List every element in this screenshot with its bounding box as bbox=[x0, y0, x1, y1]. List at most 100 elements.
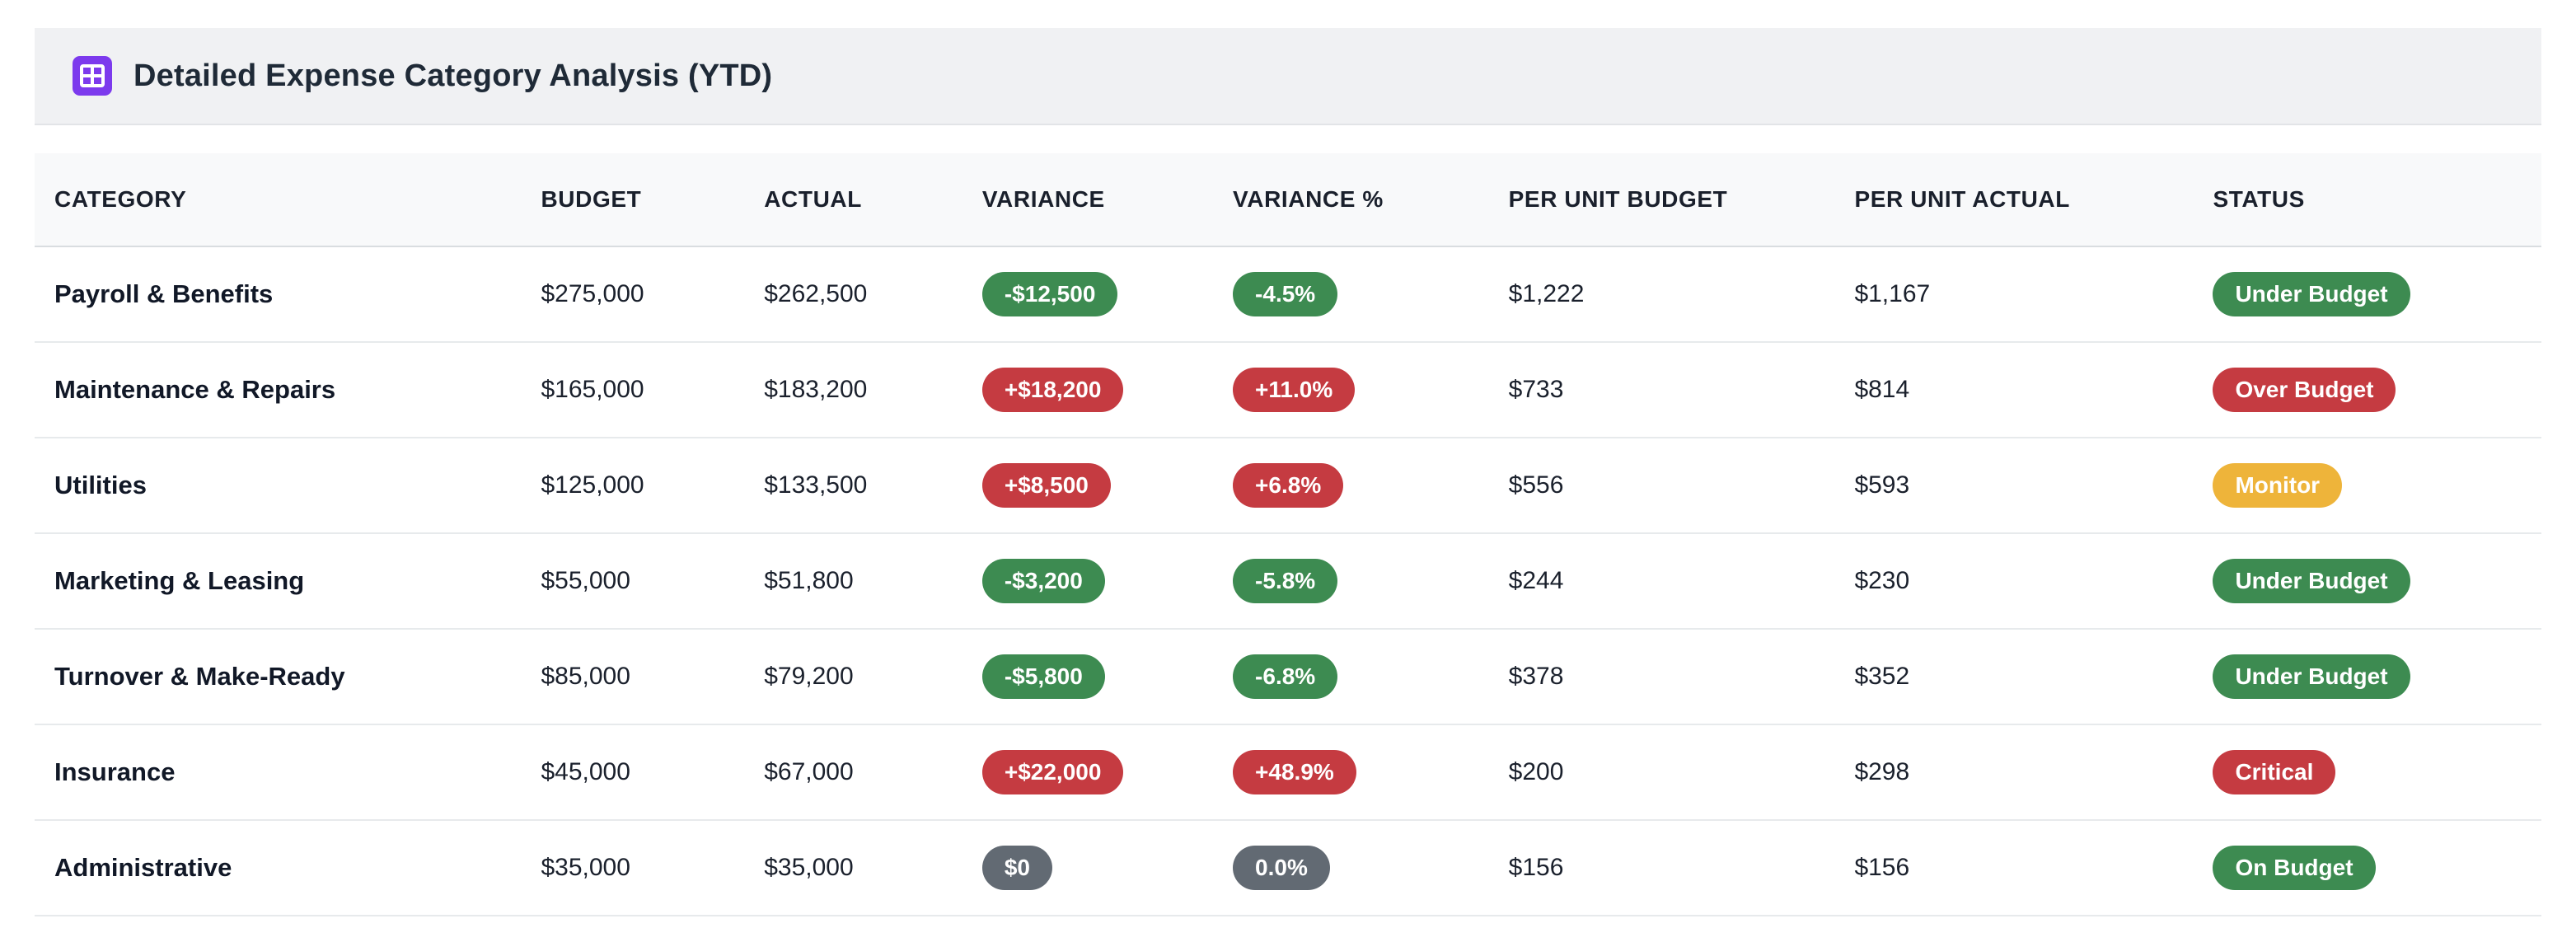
variance-pct-cell: +48.9% bbox=[1233, 724, 1509, 821]
page-title: Detailed Expense Category Analysis (YTD) bbox=[133, 58, 773, 93]
variance-badge: +$22,000 bbox=[981, 750, 1124, 794]
variance-cell: +$27,200 bbox=[981, 916, 1234, 928]
per-unit-budget-cell: $200 bbox=[1508, 724, 1855, 821]
col-header-budget: Budget bbox=[541, 153, 765, 247]
variance-pct-badge: +48.9% bbox=[1233, 750, 1356, 794]
per-unit-budget-cell: $156 bbox=[1508, 820, 1855, 916]
status-cell: Under Budget bbox=[2213, 629, 2541, 725]
per-unit-budget-cell: $556 bbox=[1508, 438, 1855, 534]
per-unit-actual-cell: $352 bbox=[1854, 629, 2213, 725]
category-cell: Turnover & Make-Ready bbox=[35, 629, 541, 725]
per-unit-budget-cell: $3,489 bbox=[1508, 916, 1855, 928]
per-unit-budget-cell: $733 bbox=[1508, 342, 1855, 438]
status-cell: Over Budget bbox=[2213, 342, 2541, 438]
table-row: Utilities $125,000 $133,500 +$8,500 +6.8… bbox=[35, 438, 2541, 534]
variance-cell: +$18,200 bbox=[981, 342, 1234, 438]
per-unit-actual-cell: $814 bbox=[1854, 342, 2213, 438]
category-cell: Payroll & Benefits bbox=[35, 246, 541, 343]
actual-cell: $133,500 bbox=[764, 438, 982, 534]
status-cell: Under Budget bbox=[2213, 246, 2541, 343]
actual-cell: $51,800 bbox=[764, 533, 982, 630]
category-cell: Administrative bbox=[35, 820, 541, 916]
variance-pct-cell: +11.0% bbox=[1233, 342, 1509, 438]
per-unit-actual-cell: $230 bbox=[1854, 533, 2213, 630]
per-unit-budget-cell: $244 bbox=[1508, 533, 1855, 630]
status-badge: Monitor bbox=[2213, 463, 2343, 508]
status-badge: Under Budget bbox=[2213, 559, 2410, 603]
per-unit-actual-cell: $156 bbox=[1854, 820, 2213, 916]
card-header: Detailed Expense Category Analysis (YTD) bbox=[35, 28, 2541, 125]
variance-pct-cell: -6.8% bbox=[1233, 629, 1509, 725]
per-unit-budget-cell: $378 bbox=[1508, 629, 1855, 725]
variance-cell: -$3,200 bbox=[981, 533, 1234, 630]
col-header-actual: Actual bbox=[764, 153, 982, 247]
budget-cell: $165,000 bbox=[541, 342, 765, 438]
variance-pct-cell: +6.8% bbox=[1233, 438, 1509, 534]
budget-cell: $125,000 bbox=[541, 438, 765, 534]
status-cell: On Budget bbox=[2213, 820, 2541, 916]
col-header-per-unit-actual: Per Unit Actual bbox=[1854, 153, 2213, 247]
budget-cell: $85,000 bbox=[541, 629, 765, 725]
variance-pct-cell: 3.5% bbox=[1233, 916, 1509, 928]
variance-pct-badge: +6.8% bbox=[1233, 463, 1344, 508]
status-cell: - bbox=[2213, 916, 2541, 928]
table-header-row: Category Budget Actual Variance Variance… bbox=[35, 153, 2541, 247]
variance-cell: +$22,000 bbox=[981, 724, 1234, 821]
variance-pct-badge: 0.0% bbox=[1233, 846, 1330, 890]
table-row: Marketing & Leasing $55,000 $51,800 -$3,… bbox=[35, 533, 2541, 630]
col-header-variance-pct: Variance % bbox=[1233, 153, 1509, 247]
table-row: Insurance $45,000 $67,000 +$22,000 +48.9… bbox=[35, 724, 2541, 821]
status-badge: Over Budget bbox=[2213, 368, 2396, 412]
variance-pct-badge: +11.0% bbox=[1233, 368, 1356, 412]
budget-cell: $45,000 bbox=[541, 724, 765, 821]
variance-pct-cell: -5.8% bbox=[1233, 533, 1509, 630]
variance-badge: -$3,200 bbox=[981, 559, 1105, 603]
status-badge: Under Budget bbox=[2213, 272, 2410, 316]
budget-cell: $55,000 bbox=[541, 533, 765, 630]
col-header-variance: Variance bbox=[981, 153, 1234, 247]
status-badge: On Budget bbox=[2213, 846, 2376, 890]
per-unit-actual-cell: $1,167 bbox=[1854, 246, 2213, 343]
per-unit-actual-cell: $298 bbox=[1854, 724, 2213, 821]
budget-cell: $275,000 bbox=[541, 246, 765, 343]
actual-cell: $79,200 bbox=[764, 629, 982, 725]
table-icon bbox=[73, 56, 112, 96]
variance-badge: $0 bbox=[981, 846, 1053, 890]
col-header-per-unit-budget: Per Unit Budget bbox=[1508, 153, 1855, 247]
category-cell: Marketing & Leasing bbox=[35, 533, 541, 630]
status-badge: Critical bbox=[2213, 750, 2336, 794]
category-cell: Utilities bbox=[35, 438, 541, 534]
variance-cell: -$5,800 bbox=[981, 629, 1234, 725]
table-row: Payroll & Benefits $275,000 $262,500 -$1… bbox=[35, 246, 2541, 343]
per-unit-budget-cell: $1,222 bbox=[1508, 246, 1855, 343]
variance-cell: +$8,500 bbox=[981, 438, 1234, 534]
expense-table: Category Budget Actual Variance Variance… bbox=[35, 153, 2541, 928]
variance-pct-cell: -4.5% bbox=[1233, 246, 1509, 343]
variance-pct-badge: -4.5% bbox=[1233, 272, 1338, 316]
category-cell: Maintenance & Repairs bbox=[35, 342, 541, 438]
per-unit-actual-cell: $3,610 bbox=[1854, 916, 2213, 928]
actual-cell: $35,000 bbox=[764, 820, 982, 916]
variance-pct-badge: -5.8% bbox=[1233, 559, 1338, 603]
status-badge: Under Budget bbox=[2213, 654, 2410, 699]
variance-cell: $0 bbox=[981, 820, 1234, 916]
variance-badge: -$12,500 bbox=[981, 272, 1118, 316]
variance-badge: +$8,500 bbox=[981, 463, 1111, 508]
col-header-category: Category bbox=[35, 153, 541, 247]
category-cell: Insurance bbox=[35, 724, 541, 821]
variance-pct-badge: -6.8% bbox=[1233, 654, 1338, 699]
per-unit-actual-cell: $593 bbox=[1854, 438, 2213, 534]
total-row: Total Operating Expenses $785,000 $812,2… bbox=[35, 916, 2541, 928]
budget-cell: $35,000 bbox=[541, 820, 765, 916]
status-cell: Under Budget bbox=[2213, 533, 2541, 630]
col-header-status: Status bbox=[2213, 153, 2541, 247]
actual-cell: $183,200 bbox=[764, 342, 982, 438]
table-row: Turnover & Make-Ready $85,000 $79,200 -$… bbox=[35, 629, 2541, 725]
status-cell: Monitor bbox=[2213, 438, 2541, 534]
expense-table-container: Category Budget Actual Variance Variance… bbox=[35, 153, 2541, 928]
variance-badge: +$18,200 bbox=[981, 368, 1124, 412]
variance-cell: -$12,500 bbox=[981, 246, 1234, 343]
variance-pct-cell: 0.0% bbox=[1233, 820, 1509, 916]
actual-cell: $812,200 bbox=[764, 916, 982, 928]
